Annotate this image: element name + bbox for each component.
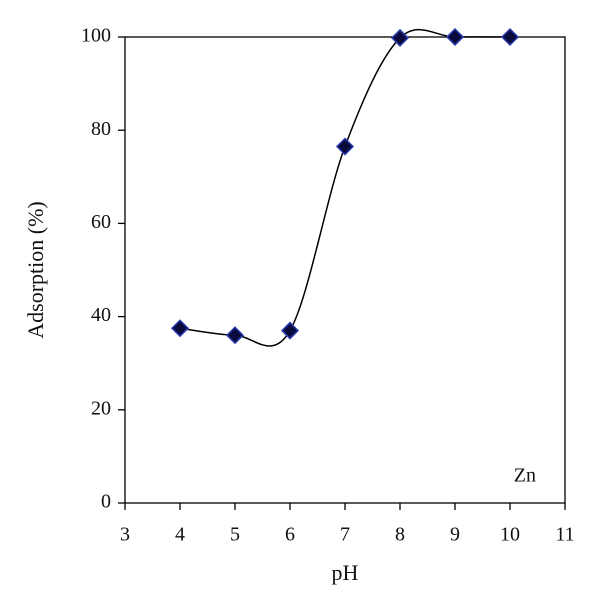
fit-line <box>179 28 511 347</box>
y-tick-label: 40 <box>91 304 111 326</box>
y-tick-label: 20 <box>91 397 111 419</box>
y-tick-label: 100 <box>81 25 111 47</box>
data-point <box>445 27 465 47</box>
x-tick-label: 8 <box>395 524 405 546</box>
x-tick-label: 6 <box>285 524 295 546</box>
plot-frame <box>124 36 566 504</box>
x-tick-label: 4 <box>175 524 185 546</box>
data-point <box>225 326 245 345</box>
x-tick-label: 3 <box>120 524 130 546</box>
y-tick-label: 60 <box>91 211 111 233</box>
x-axis-label: pH <box>332 560 359 585</box>
data-point <box>280 321 300 340</box>
y-axis-label: Adsorption (%) <box>23 201 48 338</box>
y-tick-label: 80 <box>91 118 111 140</box>
x-tick-label: 7 <box>340 524 350 546</box>
data-point <box>500 27 520 47</box>
data-point <box>335 137 355 156</box>
data-point <box>170 319 190 338</box>
x-tick-label: 9 <box>450 524 460 546</box>
x-tick-label: 11 <box>555 524 574 546</box>
data-point <box>390 28 410 47</box>
x-tick-label: 5 <box>230 524 240 546</box>
y-tick-label: 0 <box>101 491 111 513</box>
annotation: Zn <box>514 465 536 487</box>
x-tick-label: 10 <box>500 524 520 546</box>
